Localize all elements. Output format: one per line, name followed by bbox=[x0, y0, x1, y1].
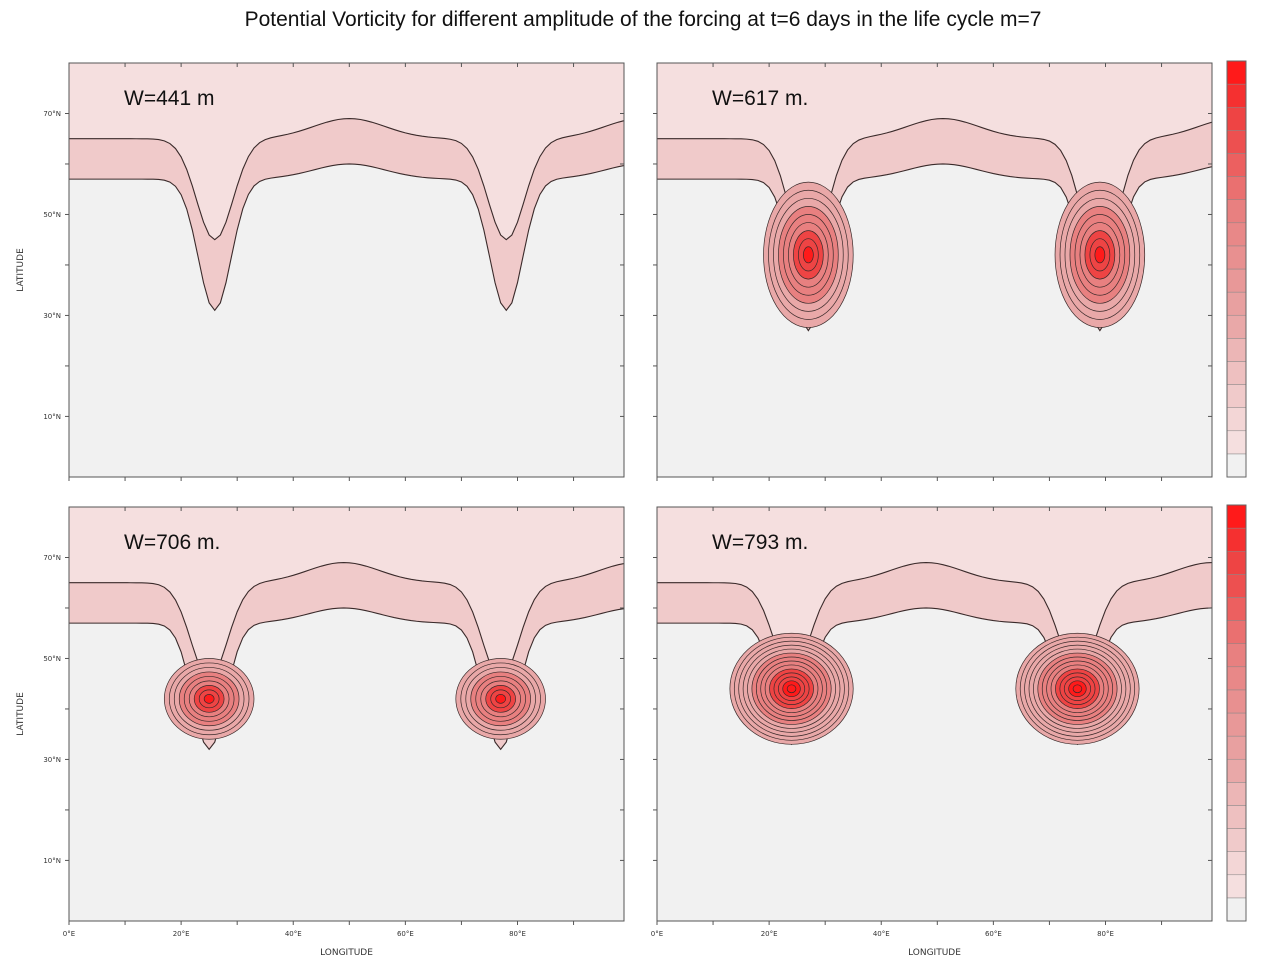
x-tick-label: 0°E bbox=[63, 930, 75, 938]
panel-top-right: W=617 m. bbox=[653, 62, 1213, 481]
panel-label: W=706 m. bbox=[124, 531, 220, 554]
colorbar-segment bbox=[1226, 222, 1247, 247]
y-tick-label: 70°N bbox=[43, 554, 61, 562]
y-tick-label: 50°N bbox=[43, 655, 61, 663]
pv-field bbox=[69, 507, 624, 751]
chart-title: Potential Vorticity for different amplit… bbox=[244, 8, 1042, 31]
colorbar-segment bbox=[1226, 851, 1247, 876]
y-tick-label: 30°N bbox=[43, 756, 61, 764]
y-tick-label: 50°N bbox=[43, 211, 61, 219]
plot-frame bbox=[68, 62, 625, 478]
colorbar-segment bbox=[1226, 597, 1247, 621]
x-tick-label: 60°E bbox=[985, 930, 1002, 938]
colorbar-segment bbox=[1226, 384, 1247, 408]
x-tick-label: 80°E bbox=[1097, 930, 1114, 938]
colorbar-segment bbox=[1226, 176, 1247, 200]
x-tick-label: 20°E bbox=[761, 930, 778, 938]
colorbar-segment bbox=[1226, 199, 1247, 224]
x-tick-label: 80°E bbox=[509, 930, 526, 938]
colorbar-segment bbox=[1226, 361, 1247, 385]
colorbar-segment bbox=[1226, 407, 1247, 432]
x-tick-label: 40°E bbox=[285, 930, 302, 938]
x-tick-label: 40°E bbox=[873, 930, 890, 938]
x-axis-title: LONGITUDE bbox=[908, 948, 961, 958]
colorbar-segment bbox=[1226, 314, 1247, 339]
plot-frame bbox=[68, 506, 625, 922]
y-tick-label: 10°N bbox=[43, 413, 61, 421]
panel-label: W=441 m bbox=[124, 87, 214, 110]
pv-field bbox=[657, 63, 1212, 332]
colorbar-segment bbox=[1226, 338, 1247, 362]
colorbar-segment bbox=[1226, 897, 1247, 922]
x-tick-label: 20°E bbox=[173, 930, 190, 938]
colorbar-segment bbox=[1226, 245, 1247, 270]
colorbar-segment bbox=[1226, 106, 1247, 131]
colorbar-segment bbox=[1226, 828, 1247, 852]
colorbar-segment bbox=[1226, 782, 1247, 806]
panel-top-left: 70°N 50°N 30°N 10°N LATITUDE W=441 m bbox=[16, 62, 625, 481]
pv-field bbox=[69, 63, 624, 312]
colorbar-segment bbox=[1226, 453, 1247, 478]
colorbar-segment bbox=[1226, 712, 1247, 737]
colorbar-segment bbox=[1226, 574, 1247, 598]
colorbar-segment bbox=[1226, 291, 1247, 316]
colorbar-segment bbox=[1226, 430, 1247, 455]
colorbar-segment bbox=[1226, 643, 1247, 668]
panel-label: W=793 m. bbox=[712, 531, 808, 554]
colorbar bbox=[1226, 60, 1247, 478]
y-tick-label: 70°N bbox=[43, 110, 61, 118]
y-tick-label: 30°N bbox=[43, 312, 61, 320]
panel-bottom-left: 70°N 50°N 30°N 10°N 0°E 20°E 40°E 60°E 80°E LATIT… bbox=[16, 506, 625, 958]
colorbar-segment bbox=[1226, 620, 1247, 644]
colorbar bbox=[1226, 504, 1247, 922]
y-axis-title: LATITUDE bbox=[16, 248, 26, 292]
colorbar-segment bbox=[1226, 268, 1247, 293]
x-axis-title: LONGITUDE bbox=[320, 948, 373, 958]
colorbar-segment bbox=[1226, 527, 1247, 552]
colorbar-segment bbox=[1226, 60, 1247, 85]
colorbar-segment bbox=[1226, 153, 1247, 177]
colorbar-segment bbox=[1226, 735, 1247, 760]
colorbar-segment bbox=[1226, 504, 1247, 529]
panel-bottom-right: 0°E 20°E 40°E 60°E 80°E LONGITUDE W=793 m. bbox=[651, 506, 1213, 958]
x-tick-label: 0°E bbox=[651, 930, 663, 938]
y-tick-label: 10°N bbox=[43, 857, 61, 865]
colorbar-segment bbox=[1226, 758, 1247, 783]
panel-label: W=617 m. bbox=[712, 87, 808, 110]
colorbar-segment bbox=[1226, 550, 1247, 575]
plot-frame bbox=[656, 506, 1213, 922]
colorbar-segment bbox=[1226, 805, 1247, 829]
colorbar-segment bbox=[1226, 130, 1247, 154]
x-tick-label: 60°E bbox=[397, 930, 414, 938]
colorbar-segment bbox=[1226, 874, 1247, 899]
y-axis-title: LATITUDE bbox=[16, 692, 26, 736]
pv-field bbox=[657, 507, 1212, 746]
colorbar-segment bbox=[1226, 83, 1247, 108]
colorbar-segment bbox=[1226, 689, 1247, 714]
plot-frame bbox=[656, 62, 1213, 478]
colorbar-segment bbox=[1226, 666, 1247, 691]
